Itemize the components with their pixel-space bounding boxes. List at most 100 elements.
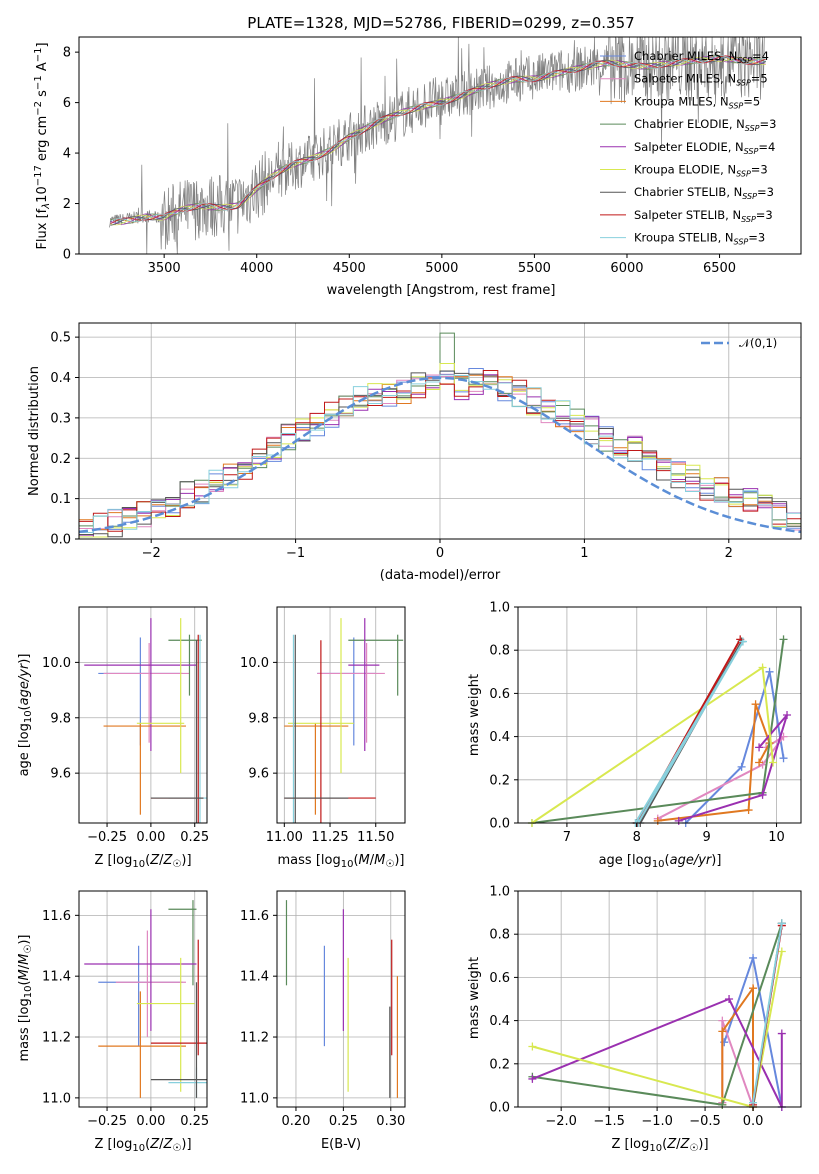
y-tick-label: 11.4	[240, 970, 269, 985]
legend-count: =3	[760, 117, 777, 131]
y-tick-label: 0	[63, 248, 71, 263]
model-fit-chabrier-elodie	[110, 55, 766, 224]
panel-frame	[276, 606, 406, 824]
y-tick-label: 11.6	[42, 909, 71, 924]
y-tick-label: 0.8	[489, 644, 510, 659]
y-tick-label: 0.2	[50, 452, 71, 467]
weight-marker	[758, 663, 767, 672]
legend-subscript: SSP	[729, 101, 744, 110]
weight-marker	[528, 1042, 537, 1051]
legend-subscript: SSP	[744, 147, 759, 156]
y-tick-label: 0.2	[489, 773, 510, 788]
observed-flux-line	[109, 36, 766, 255]
legend-count: =4	[758, 140, 775, 154]
y-tick-label: 11.4	[42, 970, 71, 985]
x-tick-label: 2	[725, 546, 733, 561]
legend-subscript: SSP	[742, 192, 757, 201]
weight-marker	[777, 1029, 786, 1038]
y-tick-label: 1.0	[489, 885, 510, 900]
y-tick-label: 11.0	[240, 1091, 269, 1106]
model-fit-salpeter-elodie	[110, 56, 766, 225]
x-tick-label: −0.25	[87, 830, 127, 845]
x-tick-label: −2.0	[545, 1114, 577, 1129]
legend-label: Salpeter ELODIE, NSSP=4	[634, 140, 775, 156]
weight-line-salpeter-elodie	[678, 714, 788, 822]
y-tick-label: 4	[63, 147, 71, 162]
ebv-mass-x-label: E(B-V)	[321, 1137, 361, 1152]
spectrum-title: PLATE=1328, MJD=52786, FIBERID=0299, z=0…	[247, 14, 634, 32]
mass-vs-age-panel: 11.00 11.25 11.50 9.6 9.8 10.0	[240, 606, 406, 845]
legend-label: Kroupa STELIB, NSSP=3	[634, 231, 765, 247]
weight-line-kroupa-stelib	[752, 923, 783, 1103]
histogram-chabrier-stelib	[79, 370, 801, 538]
legend-label-normal: 𝒩(0,1)	[739, 336, 777, 350]
x-tick-label: 0.30	[376, 1114, 405, 1129]
weight-marker	[718, 1100, 727, 1109]
weight-marker	[777, 947, 786, 956]
weight-marker	[749, 984, 758, 993]
weight-marker	[783, 711, 792, 719]
histogram-chabrier-elodie	[79, 332, 801, 527]
spectrum-y-label: Flux [fλ10−17 erg cm−2 s−1 A−1]	[33, 42, 52, 249]
x-tick-label: 11.25	[311, 830, 348, 845]
weight-marker	[674, 816, 683, 825]
legend-count: =4	[752, 49, 769, 63]
weight-marker	[779, 635, 788, 644]
z-vs-age-panel: −0.25 0.00 0.25 9.6 9.8 10.0	[42, 606, 209, 845]
x-tick-label: 0.25	[180, 830, 209, 845]
x-tick-label: −2	[142, 546, 161, 561]
legend-subscript: SSP	[745, 124, 760, 133]
spectrum-legend: Chabrier MILES, NSSP=4 Salpeter MILES, NS…	[600, 49, 776, 247]
weight-marker	[737, 762, 746, 771]
y-tick-label: 0.4	[50, 371, 71, 386]
x-tick-label: 0.25	[329, 1114, 358, 1129]
model-fit-salpeter-stelib	[110, 55, 766, 225]
y-tick-label: 11.2	[240, 1031, 269, 1046]
weight-marker	[528, 1074, 537, 1083]
x-tick-label: 11.00	[266, 830, 303, 845]
z-vs-mass-panel: −0.25 0.00 0.25 11.0 11.2 11.4 11.6	[42, 890, 209, 1129]
z-weights-x-label: Z [log10(Z/Z☉)]	[611, 1137, 708, 1154]
z-weights-panel: −2.0 −1.5 −1.0 −0.5 0.0 0.0 0.2 0.4 0.6 0.8 1.0	[489, 885, 802, 1129]
x-tick-label: 0	[436, 546, 444, 561]
panel-frame	[78, 890, 208, 1108]
weight-line-salpeter-miles	[657, 735, 785, 820]
model-fit-kroupa-stelib	[110, 54, 766, 223]
legend-count: =3	[757, 185, 774, 199]
normal-reference-curve	[78, 376, 802, 534]
x-tick-label: −0.25	[87, 1114, 127, 1129]
legend-count: =3	[751, 163, 768, 177]
y-tick-label: 11.2	[42, 1031, 71, 1046]
x-tick-label: 4500	[333, 261, 366, 276]
legend-count: =3	[756, 208, 773, 222]
weight-marker	[749, 1098, 758, 1107]
histogram-x-label: (data-model)/error	[380, 568, 501, 583]
model-fits	[110, 54, 766, 226]
legend-label: Chabrier STELIB, NSSP=3	[634, 185, 774, 201]
y-tick-label: 9.6	[248, 767, 269, 782]
x-tick-label: −1.0	[641, 1114, 673, 1129]
spectrum-frame	[78, 36, 802, 255]
legend-subscript: SSP	[736, 170, 751, 179]
weight-marker	[653, 816, 662, 825]
y-tick-label: 6	[63, 96, 71, 111]
z-weights-y-label: mass weight	[467, 957, 482, 1039]
y-tick-label: 0.5	[50, 331, 71, 346]
x-tick-label: 9	[703, 830, 711, 845]
legend-label: Chabrier ELODIE, NSSP=3	[634, 117, 776, 133]
weight-marker	[758, 790, 767, 799]
legend-label: Salpeter MILES, NSSP=5	[634, 72, 768, 88]
y-tick-label: 0.4	[489, 1014, 510, 1029]
age-weights-y-label: mass weight	[467, 674, 482, 756]
weight-line-salpeter-elodie	[532, 997, 783, 1108]
x-tick-label: 11.50	[357, 830, 394, 845]
histogram-y-label: Normed distribution	[27, 366, 42, 496]
weight-marker	[725, 995, 734, 1003]
x-tick-label: 10	[768, 830, 785, 845]
x-tick-label: 0.25	[180, 1114, 209, 1129]
weight-marker	[779, 754, 788, 763]
z-age-x-label: Z [log10(Z/Z☉)]	[94, 853, 191, 870]
legend-count: =5	[751, 72, 768, 86]
